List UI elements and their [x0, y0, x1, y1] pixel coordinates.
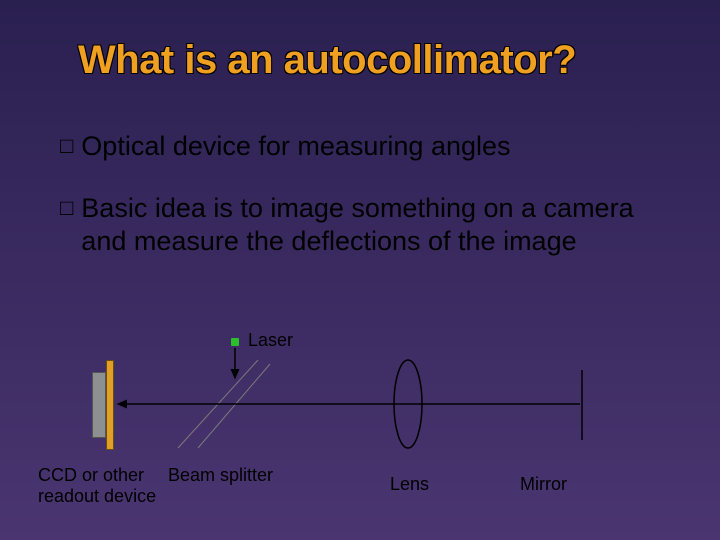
- diagram-area: Laser Beam splitter Lens Mirror CCD or o…: [0, 320, 720, 520]
- bullet-marker: □: [60, 192, 73, 257]
- label-ccd: CCD or other readout device: [38, 465, 156, 507]
- label-beam-splitter: Beam splitter: [168, 465, 273, 486]
- bullet-marker: □: [60, 130, 73, 162]
- label-mirror: Mirror: [520, 474, 567, 495]
- slide-title: What is an autocollimator?: [78, 38, 576, 83]
- label-lens: Lens: [390, 474, 429, 495]
- bullet-text: Optical device for measuring angles: [81, 130, 660, 162]
- label-laser: Laser: [248, 330, 293, 351]
- bullet-list: □ Optical device for measuring angles □ …: [60, 130, 660, 287]
- slide: What is an autocollimator? □ Optical dev…: [0, 0, 720, 540]
- bullet-item: □ Optical device for measuring angles: [60, 130, 660, 162]
- beam-splitter-line: [198, 364, 270, 448]
- bullet-text: Basic idea is to image something on a ca…: [81, 192, 660, 257]
- bullet-item: □ Basic idea is to image something on a …: [60, 192, 660, 257]
